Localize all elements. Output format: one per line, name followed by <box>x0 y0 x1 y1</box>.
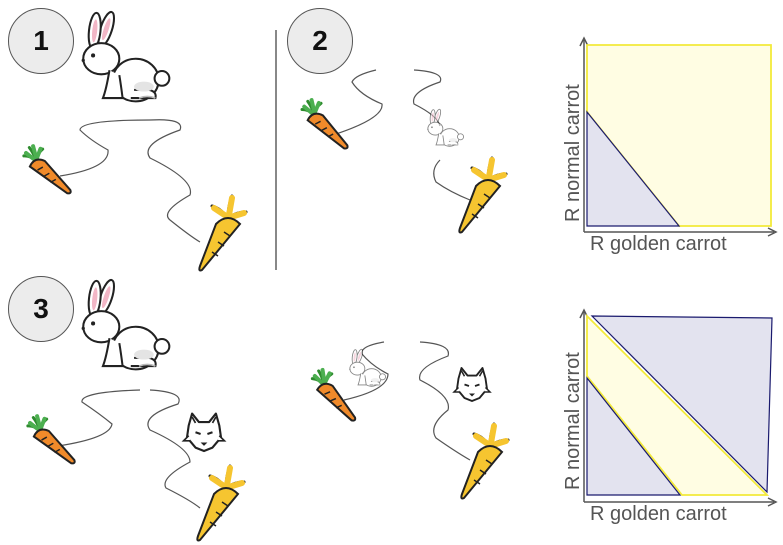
trail-right <box>147 389 201 509</box>
panel-divider <box>275 30 277 270</box>
trail-left <box>335 69 383 135</box>
carrot-icon <box>298 91 351 160</box>
plot-1-ylabel: R normal carrot <box>562 84 584 222</box>
trail-right <box>147 119 201 243</box>
panel-2-badge: 2 <box>287 8 353 74</box>
rabbit-icon <box>426 108 465 147</box>
golden-carrot-icon <box>199 196 246 271</box>
carrot-icon <box>19 137 74 206</box>
panel-3-badge: 3 <box>8 276 74 342</box>
plot-1-xlabel: R golden carrot <box>590 233 727 255</box>
region-blue <box>586 110 681 227</box>
trail-left <box>57 389 141 447</box>
rabbit-icon <box>348 348 387 387</box>
plot-2 <box>579 308 778 507</box>
carrot-icon <box>308 363 358 430</box>
carrot-icon <box>23 407 78 476</box>
y-axis-arrow <box>579 36 589 47</box>
x-axis-arrow <box>767 227 778 237</box>
golden-carrot-icon <box>459 158 506 233</box>
region-blue-upper <box>590 315 773 494</box>
region-yellow <box>586 44 772 227</box>
panel-1-badge: 1 <box>8 8 74 74</box>
trail-golden <box>433 159 471 201</box>
plot-2-xlabel: R golden carrot <box>590 503 727 525</box>
rabbit-icon <box>80 277 171 371</box>
region-blue-lower <box>586 376 682 496</box>
wolf-icon <box>453 367 491 402</box>
golden-carrot-icon <box>197 466 244 541</box>
x-axis-arrow <box>767 497 778 507</box>
trail-right <box>418 341 471 461</box>
trail-left <box>59 119 151 177</box>
plot-2-ylabel: R normal carrot <box>562 352 584 490</box>
golden-carrot-icon <box>461 424 508 499</box>
region-yellow <box>586 313 770 496</box>
trail-left <box>343 341 389 401</box>
plot-1 <box>579 36 778 237</box>
wolf-icon <box>182 412 226 453</box>
rabbit-icon <box>80 9 171 103</box>
